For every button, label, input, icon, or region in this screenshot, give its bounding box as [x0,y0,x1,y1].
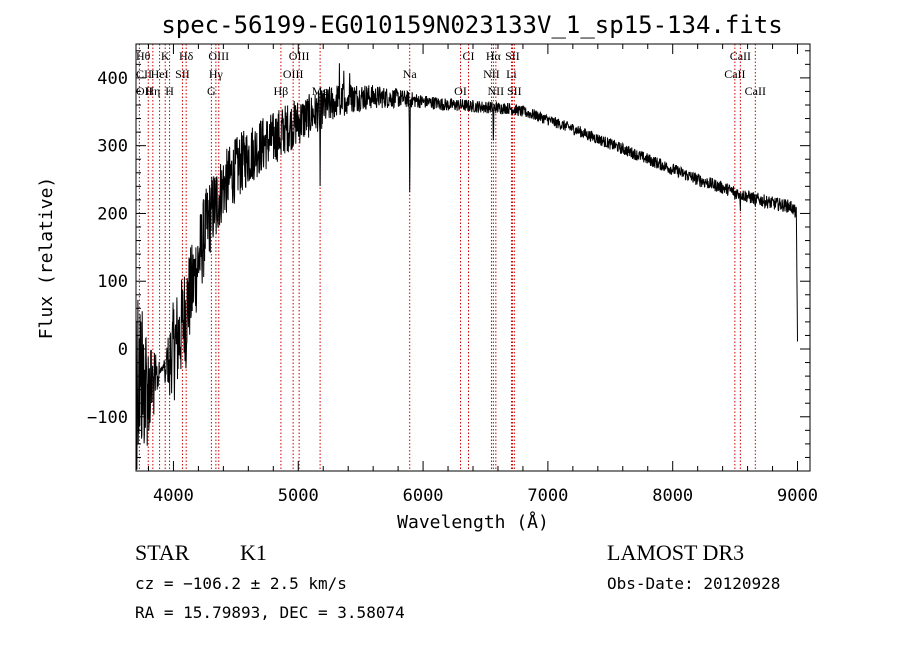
line-marker-label: OIII [208,49,229,63]
line-marker-label: G [207,84,216,98]
line-marker-label: Hα [486,49,502,63]
line-marker-label: Na [403,67,418,81]
line-marker-label: K [161,49,170,63]
y-tick-label: 100 [97,272,128,292]
line-marker-label: Hδ [179,49,194,63]
y-tick-label: 200 [97,204,128,224]
marker-lines [138,44,756,471]
obs-date-text: Obs-Date: 20120928 [607,574,781,593]
y-tick-label: 400 [97,69,128,89]
y-tick-label: 300 [97,137,128,157]
spectrum-line [135,63,798,470]
x-axis-label: Wavelength (Å) [397,511,549,533]
x-tick-label: 5000 [278,486,319,506]
line-marker-label: Li [506,67,517,81]
line-marker-label: CaII [724,67,745,81]
x-tick-label: 8000 [652,486,693,506]
y-axis-label: Flux (relative) [36,177,57,340]
line-marker-label: OII [136,84,153,98]
chart-title: spec-56199-EG010159N023133V_1_sp15-134.f… [161,11,782,39]
object-class: STAR [135,540,190,565]
x-tick-label: 7000 [527,486,568,506]
line-marker-label: CaII [745,84,766,98]
coords-text: RA = 15.79893, DEC = 3.58074 [135,603,405,622]
line-marker-label: NII [483,67,500,81]
line-marker-label: OIII [283,67,304,81]
line-marker-label: NII [488,84,505,98]
redshift-text: cz = −106.2 ± 2.5 km/s [135,574,347,593]
y-tick-label: 0 [118,340,128,360]
plot-frame [135,43,811,472]
line-marker-label: Hβ [274,84,289,98]
line-marker-label: Hη [145,84,160,98]
y-tick-label: −100 [87,408,128,428]
line-marker-label: CI [463,49,475,63]
line-marker-label: Hγ [209,67,224,81]
line-marker-label: CaII [730,49,751,63]
line-marker-label: SII [175,67,190,81]
line-marker-label: SII [507,84,522,98]
line-marker-label: HeI [151,67,169,81]
y-axis: −100 0 100 200 300 400 [87,50,810,458]
x-tick-label: 9000 [777,486,818,506]
line-marker-label: OI [454,84,467,98]
x-axis: 4000 5000 6000 7000 8000 9000 [147,44,818,506]
line-marker-label: H [165,84,174,98]
x-tick-label: 4000 [153,486,194,506]
x-tick-label: 6000 [403,486,444,506]
object-subclass: K1 [240,540,267,565]
survey-name: LAMOST DR3 [607,540,745,565]
line-marker-label: SII [505,49,520,63]
line-marker-label: OIII [289,49,310,63]
line-marker-label: Hθ [136,49,151,63]
